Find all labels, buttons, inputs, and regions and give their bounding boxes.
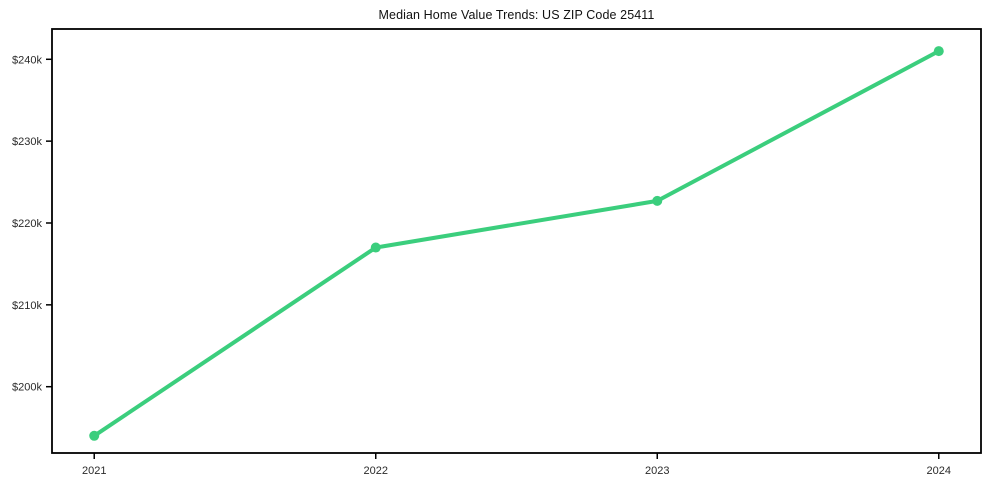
y-tick-label: $230k <box>12 136 42 148</box>
y-tick-label: $220k <box>12 218 42 230</box>
trend-line <box>92 49 941 438</box>
y-tick-label: $210k <box>12 300 42 312</box>
data-point <box>652 195 663 206</box>
data-point <box>89 430 100 441</box>
data-point <box>370 242 381 253</box>
plot-border <box>51 28 982 454</box>
data-point <box>933 46 944 57</box>
chart-title: Median Home Value Trends: US ZIP Code 25… <box>378 8 655 22</box>
x-tick-label: 2024 <box>927 465 951 477</box>
x-tick-label: 2022 <box>364 465 388 477</box>
x-tick-label: 2023 <box>645 465 669 477</box>
y-tick-label: $200k <box>12 382 42 394</box>
y-tick-label: $240k <box>12 54 42 66</box>
x-tick-label: 2021 <box>82 465 106 477</box>
